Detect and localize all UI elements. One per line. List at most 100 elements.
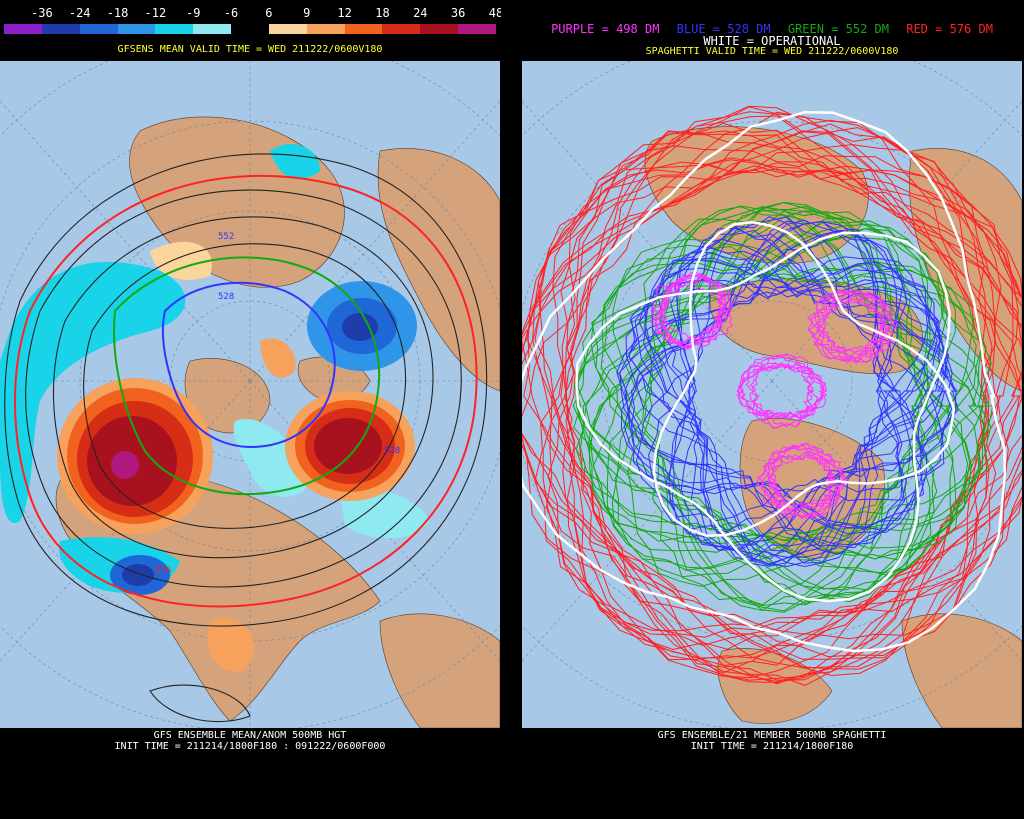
purple-498-contour [806,298,899,353]
colorbar-swatch [420,24,459,34]
anomaly-colorbar: -36 -24 -18 -12 -9 -6 6 9 12 18 24 36 48 [4,6,503,36]
purple-498-contour [818,289,885,362]
purple-498-contour [736,361,828,420]
right-valid-time-title: SPAGHETTI VALID TIME = WED 211222/0600V1… [645,46,899,57]
legend-blue: BLUE = 528 DM [676,22,771,36]
blue-528-contour [624,221,924,535]
purple-498-contour [764,446,839,517]
colorbar-tick: -12 [144,6,167,20]
colorbar-tick: -6 [223,6,239,20]
blue-528-contour [616,232,908,556]
colorbar-swatch [155,24,194,34]
colorbar-tick: 12 [337,6,352,20]
colorbar-swatch [117,24,156,34]
colorbar-tick: 24 [413,6,428,20]
spaghetti-contours [522,105,1022,686]
left-valid-time-title: GFSENS MEAN VALID TIME = WED 211222/0600… [117,44,383,55]
legend-red: RED = 576 DM [906,22,993,36]
green-552-contour [580,210,957,574]
purple-498-contour [749,354,815,428]
purple-498-contour [661,274,724,348]
left-footer-line1: GFS ENSEMBLE MEAN/ANOM 500MB HGT [153,730,347,741]
colorbar-swatch [268,24,307,34]
panel-divider [501,0,522,819]
contour-label-576: 576 [155,566,171,576]
purple-498-contour [756,454,849,509]
green-552-contour [576,236,956,605]
spaghetti-panel: PURPLE = 498 DM BLUE = 528 DM GREEN = 55… [522,0,1022,819]
red-576-contour [552,145,1022,679]
colorbar-swatch [4,24,42,34]
blue-528-contour [634,267,941,568]
left-footer-line2: INIT TIME = 211214/1800F180 : 091222/060… [114,741,386,752]
red-576-contour [539,157,1022,681]
colorbar-tick: 36 [450,6,466,20]
right-footer-line1: GFS ENSEMBLE/21 MEMBER 500MB SPAGHETTI [657,730,887,741]
colorbar-swatch [79,24,118,34]
purple-498-contour [654,275,728,348]
right-footer-line2: INIT TIME = 211214/1800F180 [690,741,854,752]
red-576-contour [523,155,1019,686]
legend-green: GREEN = 552 DM [787,22,889,36]
blue-528-contour [618,228,906,549]
colorbar-swatch [382,24,421,34]
red-576-contour [545,111,1022,646]
colorbar-swatches [4,24,496,34]
colorbar-tick: 6 [265,6,273,20]
green-552-contour [590,258,977,613]
colorbar-tick: 9 [303,6,311,20]
blue-528-contour [628,261,938,568]
blue-528-contour [619,230,907,546]
colorbar-tick: -24 [68,6,91,20]
ensemble-mean-panel: -36 -24 -18 -12 -9 -6 6 9 12 18 24 36 48 GFSENS MEAN… [0,0,503,819]
purple-498-contour [649,280,733,344]
legend-purple: PURPLE = 498 DM [551,22,660,36]
green-552-contour [611,206,992,570]
purple-498-contour [659,271,725,349]
colorbar-tick: 48 [488,6,504,20]
colorbar-swatch [458,24,496,34]
purple-498-contour [745,353,818,428]
contour-label-528-east: 528 [384,446,400,456]
legend-white: WHITE = OPERATIONAL [703,34,841,48]
colorbar-tick: -18 [106,6,129,20]
red-576-contour [564,130,1022,667]
red-576-contour [547,115,1022,651]
colorbar-tick: 18 [375,6,390,20]
red-576-contour [522,132,996,670]
blue-528-contour [620,221,925,532]
blue-528-contour [668,227,959,551]
purple-498-contour [749,353,814,429]
operational-576-contour [522,110,1007,653]
red-576-contour [542,105,1022,638]
green-552-contour [592,202,980,553]
blue-528-contour [630,220,925,530]
spaghetti-map [522,61,1022,728]
red-576-contour [522,111,1009,640]
purple-498-contour [807,296,897,355]
purple-498-contour [766,444,841,517]
colorbar-swatch [306,24,345,34]
spaghetti-legend: PURPLE = 498 DM BLUE = 528 DM GREEN = 55… [522,22,1022,36]
red-576-contour [532,164,1022,683]
red-576-contour [534,159,1022,684]
operational-528-contour [652,220,956,537]
purple-498-contour [816,290,888,364]
colorbar-swatch [193,24,232,34]
colorbar-swatch [41,24,80,34]
contour-label-528: 528 [218,292,234,302]
purple-498-contour [756,455,846,509]
colorbar-tick: -36 [31,6,53,20]
red-576-contour [522,165,1014,681]
colorbar-swatch [344,24,383,34]
red-576-contour [522,144,1002,677]
red-576-contour [534,106,1022,632]
green-552-contour [603,244,984,612]
ensemble-mean-map: 552 528 528 576 [0,61,500,728]
purple-498-contour [812,292,893,362]
purple-498-contour [813,292,894,360]
colorbar-swatch [231,24,269,34]
contour-label-552: 552 [218,232,234,242]
operational-552-contour [575,231,951,603]
red-576-contour [526,163,1022,685]
